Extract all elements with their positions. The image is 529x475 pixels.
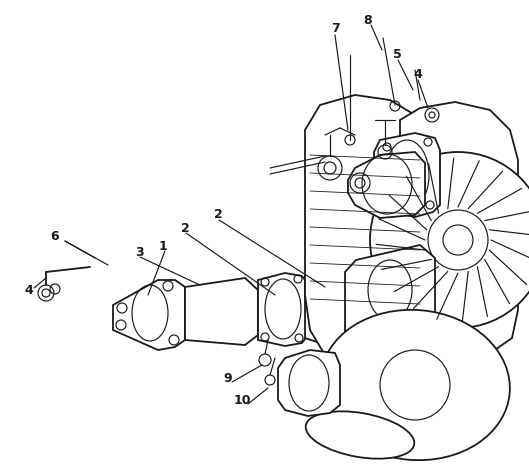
Polygon shape [305, 95, 425, 370]
Polygon shape [374, 133, 440, 217]
Text: 3: 3 [135, 247, 144, 259]
Ellipse shape [306, 411, 414, 459]
Polygon shape [305, 268, 356, 347]
Text: 6: 6 [51, 230, 59, 244]
Ellipse shape [320, 310, 510, 460]
Polygon shape [345, 245, 435, 368]
Polygon shape [185, 278, 258, 345]
Polygon shape [278, 350, 340, 416]
Text: 2: 2 [214, 208, 222, 220]
Polygon shape [348, 152, 425, 218]
Text: 9: 9 [224, 371, 232, 384]
Text: 4: 4 [25, 284, 33, 296]
Polygon shape [400, 102, 518, 356]
Text: 7: 7 [331, 21, 340, 35]
Text: 8: 8 [364, 13, 372, 27]
Circle shape [370, 152, 529, 328]
Text: 4: 4 [414, 68, 422, 82]
Polygon shape [113, 280, 185, 350]
Polygon shape [258, 273, 308, 346]
Text: 2: 2 [180, 221, 189, 235]
Text: 10: 10 [233, 393, 251, 407]
Text: 1: 1 [159, 240, 167, 254]
Text: 5: 5 [393, 48, 402, 61]
